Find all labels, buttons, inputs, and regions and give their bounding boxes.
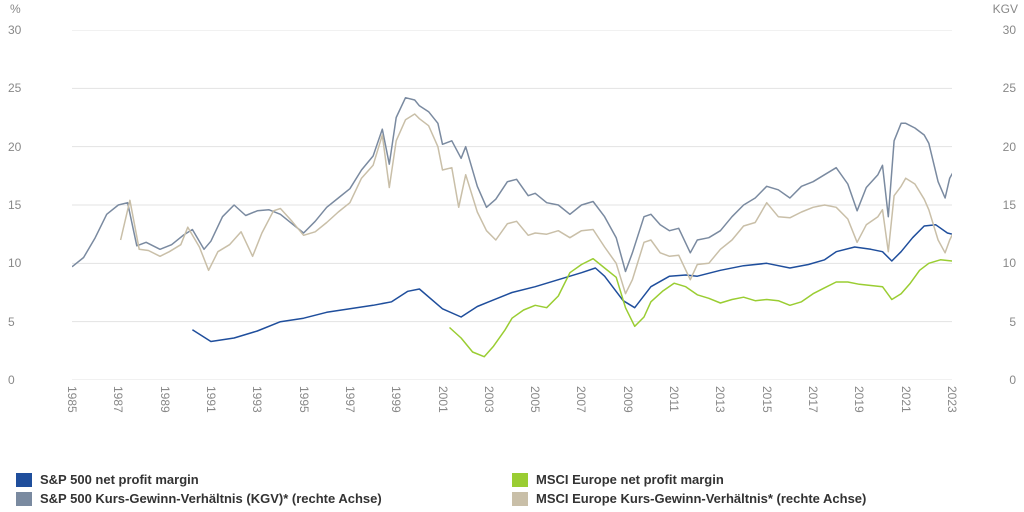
x-tick: 2019 [852,386,866,413]
y-axis-left-label: % [10,2,21,16]
x-tick: 1991 [204,386,218,413]
x-tick: 2009 [621,386,635,413]
y-tick-left: 25 [8,81,21,95]
x-tick: 1993 [250,386,264,413]
x-tick: 1989 [158,386,172,413]
y-tick-right: 15 [1003,198,1016,212]
y-tick-right: 25 [1003,81,1016,95]
y-tick-left: 15 [8,198,21,212]
y-tick-left: 20 [8,140,21,154]
swatch-icon [16,473,32,487]
swatch-icon [512,473,528,487]
x-tick: 2007 [574,386,588,413]
x-tick: 2015 [760,386,774,413]
y-tick-left: 30 [8,23,21,37]
legend-label: MSCI Europe Kurs-Gewinn-Verhältnis* (rec… [536,491,866,506]
y-tick-right: 0 [1009,373,1016,387]
legend-label: MSCI Europe net profit margin [536,472,724,487]
legend-label: S&P 500 Kurs-Gewinn-Verhältnis (KGV)* (r… [40,491,382,506]
x-tick: 2021 [899,386,913,413]
y-tick-left: 5 [8,315,15,329]
x-tick: 1985 [65,386,79,413]
legend-item-sp500-kgv: S&P 500 Kurs-Gewinn-Verhältnis (KGV)* (r… [16,491,512,506]
y-tick-right: 20 [1003,140,1016,154]
x-tick: 1987 [111,386,125,413]
swatch-icon [512,492,528,506]
y-tick-left: 0 [8,373,15,387]
swatch-icon [16,492,32,506]
y-tick-right: 5 [1009,315,1016,329]
x-tick: 1995 [297,386,311,413]
x-tick: 2017 [806,386,820,413]
y-tick-left: 10 [8,256,21,270]
y-tick-right: 10 [1003,256,1016,270]
chart-area [36,8,988,428]
legend-label: S&P 500 net profit margin [40,472,199,487]
x-tick: 2003 [482,386,496,413]
legend-item-sp500-margin: S&P 500 net profit margin [16,472,512,487]
x-tick: 2023 [945,386,959,413]
x-tick: 2005 [528,386,542,413]
x-tick: 2013 [713,386,727,413]
legend: S&P 500 net profit margin S&P 500 Kurs-G… [16,472,1008,506]
y-tick-right: 30 [1003,23,1016,37]
x-tick: 1997 [343,386,357,413]
legend-item-msci-margin: MSCI Europe net profit margin [512,472,1008,487]
y-axis-right-label: KGV [993,2,1018,16]
x-tick: 2011 [667,386,681,412]
x-tick: 2001 [436,386,450,413]
legend-item-msci-kgv: MSCI Europe Kurs-Gewinn-Verhältnis* (rec… [512,491,1008,506]
x-tick: 1999 [389,386,403,413]
plot-region [72,30,952,380]
